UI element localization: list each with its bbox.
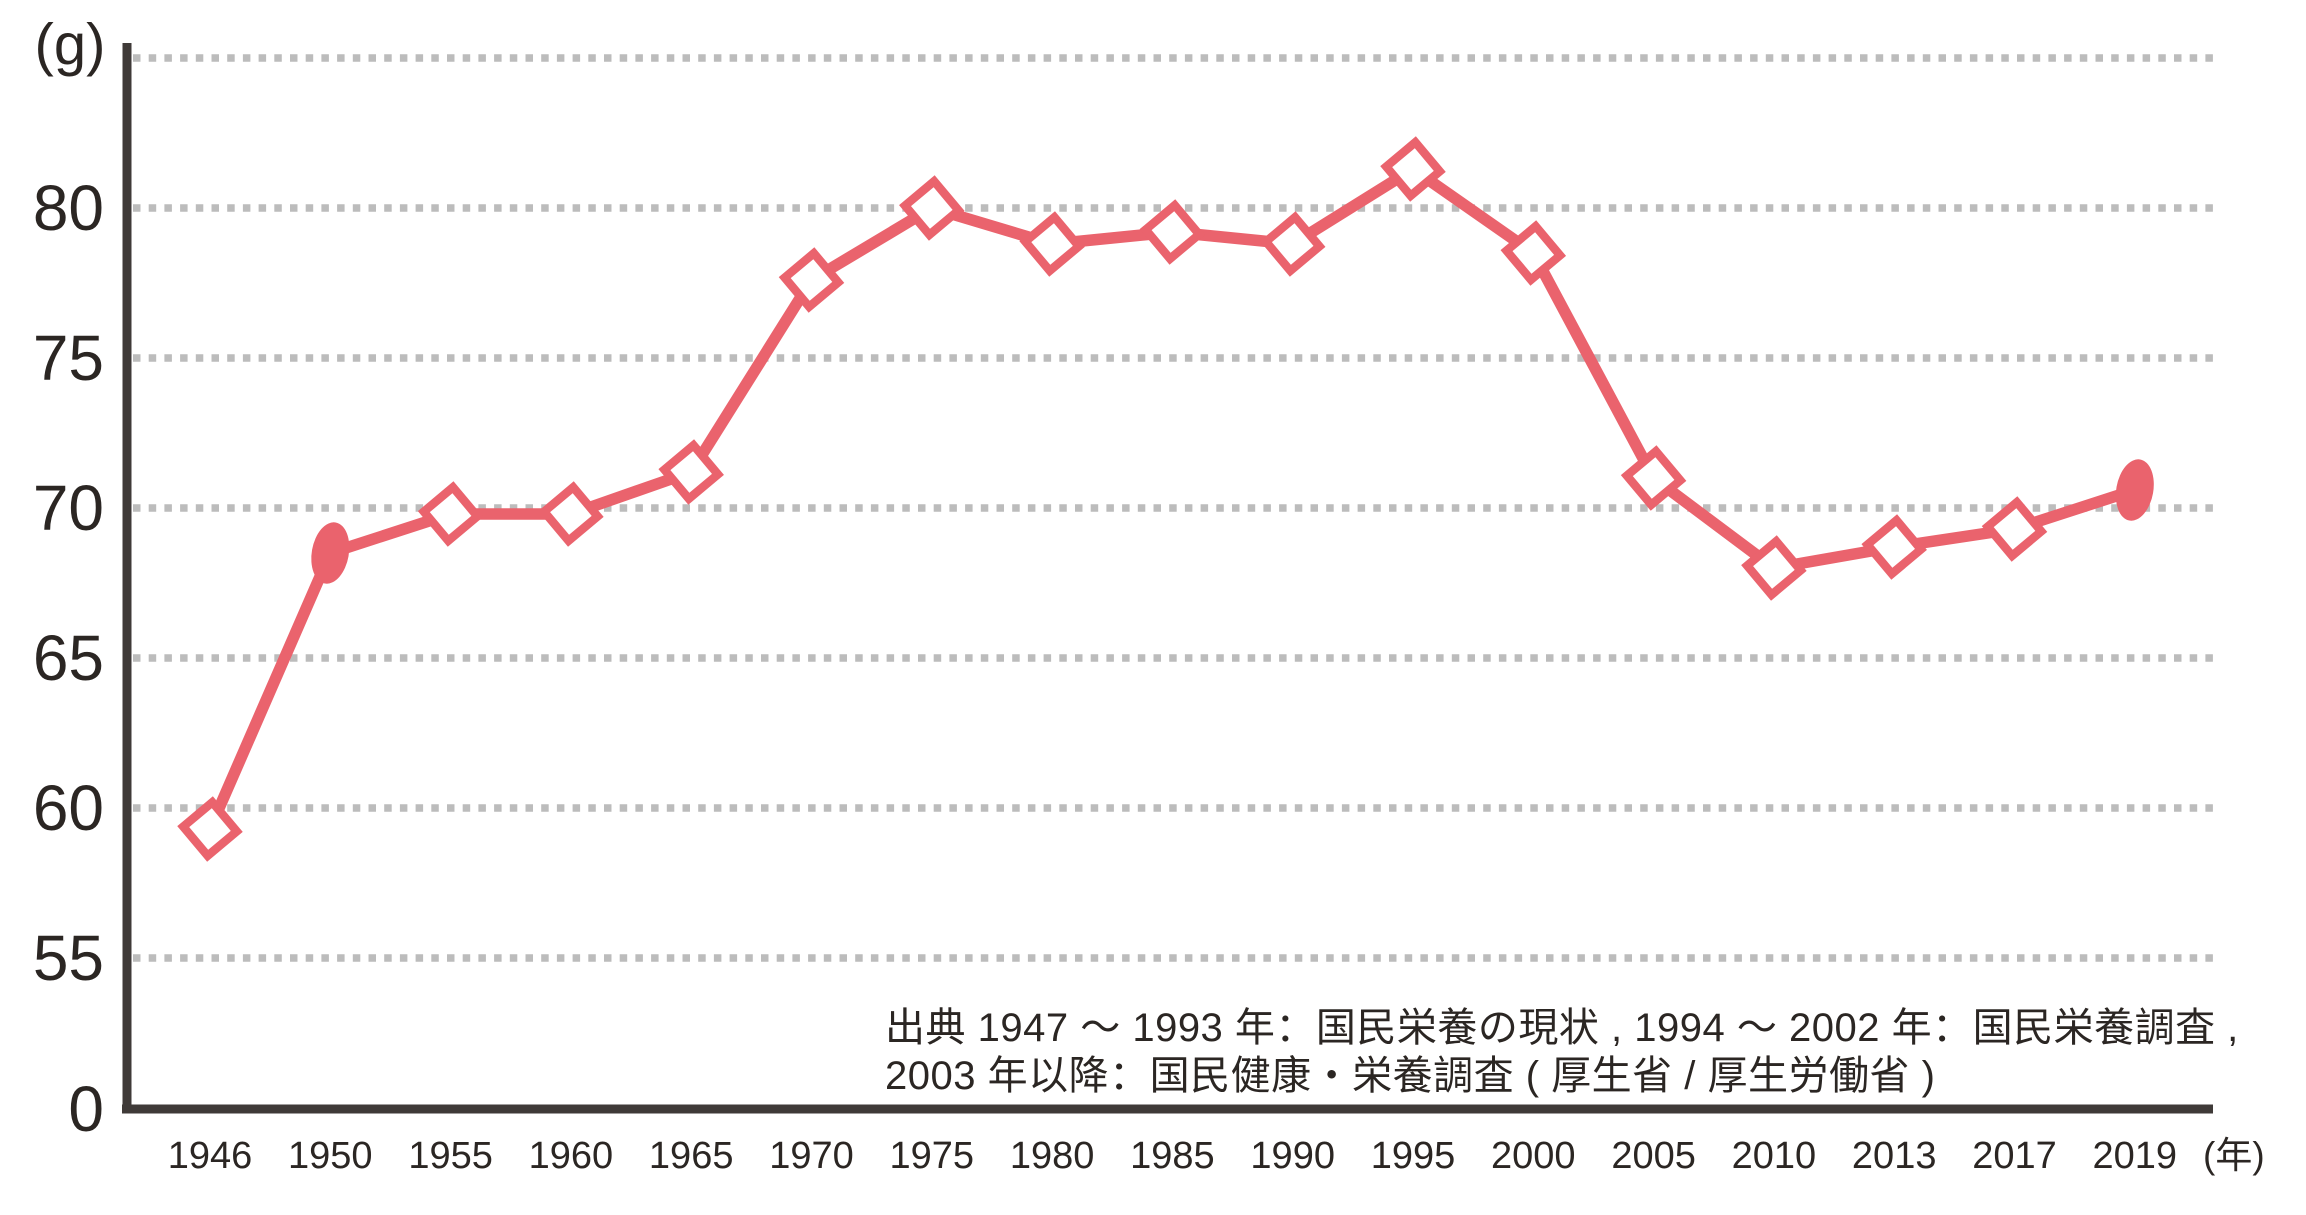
x-tick-label: 2000: [1491, 1135, 1576, 1177]
data-point-diamond: [177, 796, 243, 862]
data-point-ellipse: [2115, 459, 2154, 521]
y-tick-label: 60: [33, 772, 104, 844]
data-point-diamond: [1741, 535, 1807, 601]
y-tick-label: 80: [33, 172, 104, 244]
data-point-diamond: [1981, 496, 2048, 562]
data-point-diamond: [899, 175, 965, 241]
data-point-diamond: [1380, 136, 1446, 202]
x-tick-label: 1970: [769, 1135, 854, 1177]
data-point-diamond: [1620, 445, 1687, 511]
x-tick-label: 2013: [1852, 1135, 1937, 1177]
x-tick-label: 1955: [408, 1135, 493, 1177]
x-tick-label: 2010: [1732, 1135, 1817, 1177]
x-tick-label: 1950: [288, 1135, 373, 1177]
x-tick-label: 2005: [1611, 1135, 1696, 1177]
x-axis-unit-label: (年): [2203, 1135, 2265, 1176]
y-tick-label: 55: [33, 922, 104, 994]
y-axis-unit-label: (g): [35, 13, 106, 78]
source-note-line2: 2003 年以降：国民健康・栄養調査 ( 厚生省 / 厚生労働省 ): [885, 1054, 1936, 1098]
source-note: 出典 1947 ～ 1993 年：国民栄養の現状 , 1994 ～ 2002 年…: [885, 1004, 2239, 1100]
data-point-ellipse: [311, 522, 350, 584]
data-point-diamond: [1139, 199, 1206, 265]
x-tick-label: 2019: [2093, 1135, 2178, 1177]
x-tick-label: 1980: [1010, 1135, 1095, 1177]
y-tick-label: 75: [33, 322, 104, 394]
source-note-line1: 出典 1947 ～ 1993 年：国民栄養の現状 , 1994 ～ 2002 年…: [885, 1006, 2239, 1050]
x-tick-label: 1975: [890, 1135, 975, 1177]
x-tick-label: 1995: [1371, 1135, 1456, 1177]
y-tick-label: 65: [33, 622, 104, 694]
data-point-diamond: [417, 481, 484, 547]
x-tick-label: 1965: [649, 1135, 734, 1177]
x-tick-label: 1985: [1130, 1135, 1215, 1177]
data-line: [204, 163, 2141, 835]
data-point-diamond: [538, 481, 604, 547]
y-tick-label: 70: [33, 472, 104, 544]
data-point-diamond: [1259, 211, 1326, 277]
data-point-diamond: [1019, 211, 1085, 277]
x-tick-label: 1990: [1250, 1135, 1335, 1177]
data-point-diamond: [658, 439, 724, 505]
x-tick-label: 2017: [1972, 1135, 2057, 1177]
x-tick-label: 1946: [168, 1135, 253, 1177]
data-point-diamond: [1861, 514, 1927, 580]
y-tick-label: 0: [68, 1073, 104, 1145]
data-point-diamond: [778, 247, 845, 313]
x-tick-label: 1960: [529, 1135, 614, 1177]
data-point-diamond: [1500, 220, 1567, 286]
